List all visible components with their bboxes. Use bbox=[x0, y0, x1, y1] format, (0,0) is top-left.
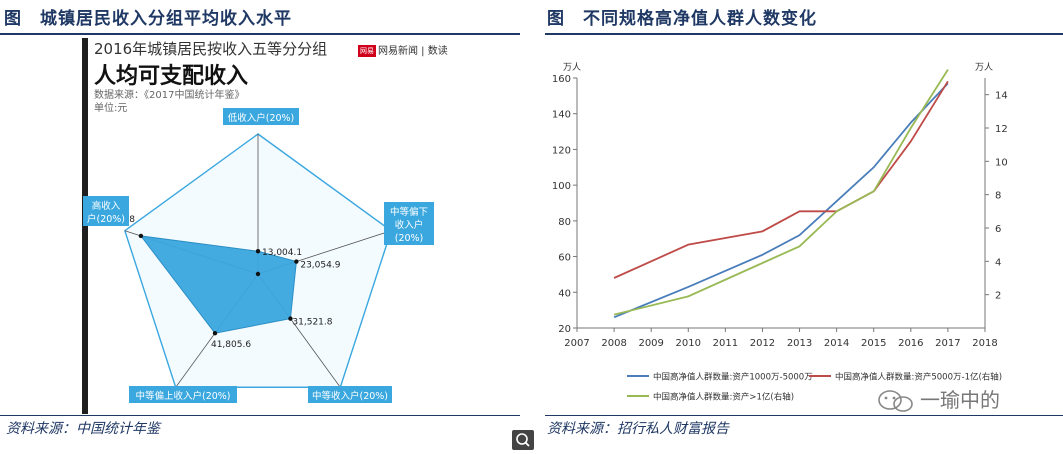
category-label-middle bbox=[308, 386, 392, 403]
radar-center bbox=[255, 271, 261, 277]
left-y-tick-label: 100 bbox=[552, 181, 571, 192]
category-label-high-text: 户(20%) bbox=[87, 213, 125, 225]
right-y-tick-label: 14 bbox=[995, 91, 1008, 102]
x-tick-label: 2017 bbox=[935, 338, 960, 349]
x-tick-label: 2012 bbox=[750, 338, 775, 349]
left-title-rule bbox=[0, 33, 520, 35]
right-y-tick-label: 4 bbox=[995, 257, 1001, 268]
left-y-tick-label: 160 bbox=[552, 74, 571, 85]
category-label-low-text: 低收入户(20%) bbox=[228, 112, 295, 124]
left-axis-unit: 万人 bbox=[563, 62, 581, 73]
x-tick-label: 2014 bbox=[824, 338, 849, 349]
radar-value-label: 41,805.6 bbox=[211, 340, 251, 350]
right-y-tick-label: 2 bbox=[995, 291, 1001, 302]
category-label-lower-middle-text: 收入户 bbox=[395, 219, 424, 231]
category-label-low bbox=[223, 108, 299, 125]
left-y-tick-label: 20 bbox=[558, 324, 571, 335]
radar-data-area bbox=[139, 235, 297, 334]
x-tick-label: 2018 bbox=[972, 338, 997, 349]
x-tick-label: 2010 bbox=[676, 338, 701, 349]
radar-data-point bbox=[255, 249, 261, 254]
legend-label-2: 中国高净值人群数量:资产5000万-1亿(右轴) bbox=[835, 372, 1002, 383]
right-y-tick-label: 6 bbox=[995, 224, 1001, 235]
category-label-high bbox=[83, 196, 129, 226]
series-line-1 bbox=[613, 82, 949, 319]
right-y-tick-label: 10 bbox=[995, 157, 1008, 168]
radar-data-point bbox=[138, 233, 144, 239]
infographic-card: 2016年城镇居民按收入五等分分组 人均可支配收入 数据来源：《2017中国统计… bbox=[82, 38, 534, 450]
right-panel-title: 图 不同规格高净值人群人数变化 bbox=[547, 9, 817, 29]
right-axis-unit: 万人 bbox=[975, 62, 993, 73]
left-y-tick-label: 40 bbox=[558, 288, 571, 299]
x-tick-label: 2016 bbox=[898, 338, 923, 349]
legend-label-3: 中国高净值人群数量:资产>1亿(右轴) bbox=[653, 392, 794, 403]
series-line-2 bbox=[613, 80, 949, 279]
watermark-text: 一瑜中的 bbox=[920, 388, 1000, 412]
card-data-source: 数据来源：《2017中国统计年鉴》 bbox=[94, 90, 245, 101]
wechat-icon bbox=[878, 390, 913, 412]
x-tick-label: 2015 bbox=[861, 338, 886, 349]
category-label-high-text: 高收入 bbox=[92, 200, 121, 212]
category-label-lower-middle bbox=[384, 202, 434, 245]
brand-text: 网易新闻 | 数读 bbox=[378, 46, 448, 57]
right-panel-source: 资料来源：招行私人财富报告 bbox=[547, 421, 729, 437]
netease-logo-icon: 网易 bbox=[358, 45, 376, 57]
line-chart: 20 40 60 80 100 120 140 160 2 4 6 8 10 12 14 2007 2008 20… bbox=[552, 62, 1008, 403]
radar-data-point bbox=[288, 316, 293, 321]
zoom-icon[interactable] bbox=[512, 430, 534, 450]
left-source-rule bbox=[0, 415, 520, 416]
left-panel-title: 图 城镇居民收入分组平均收入水平 bbox=[4, 9, 292, 29]
right-title-rule bbox=[545, 33, 1063, 35]
radar-data-point bbox=[212, 330, 218, 336]
right-y-tick-label: 12 bbox=[995, 124, 1008, 135]
radar-chart: 13,004.123,054.931,521.841,805.670,347.8… bbox=[83, 108, 434, 403]
brand-mark: 网易 网易新闻 | 数读 bbox=[358, 42, 448, 57]
category-label-lower-middle-text: 中等偏下 bbox=[390, 206, 428, 218]
x-tick-label: 2008 bbox=[601, 338, 626, 349]
category-label-upper-middle-text: 中等偏上收入户(20%) bbox=[135, 390, 230, 402]
x-tick-label: 2009 bbox=[638, 338, 663, 349]
x-tick-label: 2013 bbox=[787, 338, 812, 349]
right-source-rule bbox=[545, 415, 1063, 416]
x-tick-label: 2011 bbox=[713, 338, 738, 349]
left-y-tick-label: 120 bbox=[552, 145, 571, 156]
right-y-tick-label: 8 bbox=[995, 191, 1001, 202]
card-unit: 单位:元 bbox=[94, 103, 128, 114]
radar-value-label: 13,004.1 bbox=[262, 248, 302, 258]
card-heading: 人均可支配收入 bbox=[94, 64, 249, 89]
radar-data-point bbox=[294, 259, 299, 264]
x-tick-label: 2007 bbox=[564, 338, 589, 349]
radar-value-label: 23,054.9 bbox=[300, 261, 340, 271]
category-label-lower-middle-text: (20%) bbox=[395, 233, 424, 244]
radar-value-label: 31,521.8 bbox=[292, 318, 332, 328]
category-label-middle-text: 中等收入户(20%) bbox=[312, 390, 388, 402]
left-panel-source: 资料来源：中国统计年鉴 bbox=[6, 421, 160, 437]
left-y-tick-label: 60 bbox=[558, 253, 571, 264]
legend-label-1: 中国高净值人群数量:资产1000万-5000万 bbox=[653, 372, 813, 383]
category-label-upper-middle bbox=[129, 386, 237, 403]
series-line-3 bbox=[613, 69, 949, 316]
left-y-tick-label: 80 bbox=[558, 217, 571, 228]
card-subtitle: 2016年城镇居民按收入五等分分组 bbox=[94, 40, 328, 58]
left-y-tick-label: 140 bbox=[552, 110, 571, 121]
